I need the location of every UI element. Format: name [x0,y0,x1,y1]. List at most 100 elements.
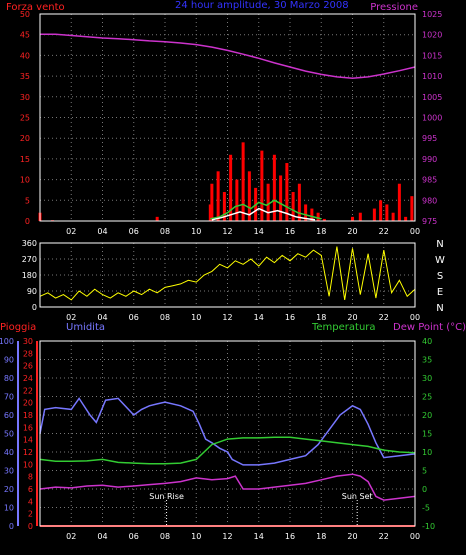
direction-x-tick: 22 [379,313,389,322]
direction-frame [39,242,416,308]
temperature-y-tick: -10 [422,522,435,531]
pressure-y-tick: 990 [422,155,437,164]
wind-bar [391,212,395,221]
rain-y-tick: 10 [23,460,33,469]
climate-x-tick: 02 [66,532,76,541]
pressure-y-tick: 980 [422,196,437,205]
temperature-y-tick: 20 [422,411,432,420]
pressure-axis-title: Pressione [370,2,418,13]
wind-bar [241,142,245,221]
wind-bar [235,179,239,221]
wind-axis-title: Forza vento [6,2,65,13]
wind-pressure-x-tick: 00 [410,227,420,236]
climate-x-tick: 12 [222,532,232,541]
wind-bar [385,204,389,221]
pressure-y-tick: 1005 [422,93,442,102]
compass-label: E [437,287,443,298]
direction-y-tick: 90 [27,287,37,296]
rain-y-tick: 26 [23,362,33,371]
pressure-y-tick: 1015 [422,51,442,60]
wind-bar [216,171,220,221]
rain-axis-title: Pioggia [0,322,36,333]
wind-pressure-x-tick: 20 [347,227,357,236]
climate-series-2 [39,473,416,501]
humidity-y-tick: 70 [4,393,14,402]
wind-y-tick: 40 [20,51,30,60]
direction-x-tick: 10 [191,313,201,322]
wind-y-tick: 35 [20,72,30,81]
wind-pressure-x-tick: 10 [191,227,201,236]
pressure-y-tick: 1020 [422,31,442,40]
climate-x-tick: 06 [129,532,139,541]
wind-bar [372,208,376,221]
direction-x-tick: 08 [160,313,170,322]
wind-bar [397,183,401,221]
wind-bar [285,163,289,221]
temperature-y-tick: 0 [422,485,427,494]
wind-pressure-x-tick: 04 [97,227,107,236]
wind-pressure-x-tick: 12 [222,227,232,236]
wind-bar [247,171,251,221]
wind-bar [291,192,295,221]
direction-x-tick: 12 [222,313,232,322]
pressure-y-tick: 1025 [422,10,442,19]
temperature-y-tick: 35 [422,356,432,365]
wind-y-tick: 5 [25,196,30,205]
wind-pressure-x-tick: 18 [316,227,326,236]
humidity-y-tick: 10 [4,504,14,513]
wind-pressure-x-tick: 22 [379,227,389,236]
wind-bar [322,218,326,221]
rain-y-tick: 8 [28,473,33,482]
rain-y-tick: 6 [28,485,33,494]
wind-bar [410,196,414,221]
humidity-y-tick: 20 [4,485,14,494]
wind-bar [297,183,301,221]
pressure-y-tick: 985 [422,176,437,185]
wind-y-tick: 45 [20,31,30,40]
wind-pressure-series-0 [40,33,416,79]
humidity-y-tick: 50 [4,430,14,439]
humidity-y-tick: 40 [4,448,14,457]
compass-label: N [436,239,443,250]
wind-pressure-series-3 [211,207,316,221]
temperature-y-tick: 10 [422,448,432,457]
temperature-y-tick: 40 [422,337,432,346]
direction-y-tick: 0 [32,303,37,312]
compass-label: S [437,271,443,282]
wind-bar [316,212,320,221]
rain-y-tick: 20 [23,399,33,408]
direction-x-tick: 14 [254,313,264,322]
humidity-y-tick: 0 [9,522,14,531]
wind-pressure-frame [39,13,416,222]
chart-title: 24 hour amplitude, 30 Marzo 2008 [175,0,349,11]
wind-bar [222,192,226,221]
rain-y-tick: 18 [23,411,33,420]
compass-label: W [435,255,445,266]
direction-x-tick: 18 [316,313,326,322]
wind-bar [208,204,212,221]
climate-x-tick: 04 [97,532,107,541]
direction-y-tick: 180 [22,271,37,280]
wind-bar [310,208,314,221]
rain-y-tick: 14 [23,436,33,445]
compass-label: N [436,303,443,314]
wind-bar [379,200,383,221]
wind-bar [272,154,276,221]
humidity-y-tick: 60 [4,411,14,420]
climate-series-0 [39,397,416,466]
direction-x-tick: 00 [410,313,420,322]
climate-x-tick: 00 [410,532,420,541]
rain-y-tick: 4 [28,497,33,506]
climate-series-1 [39,436,416,465]
rain-y-tick: 30 [23,337,33,346]
pressure-y-tick: 1010 [422,72,442,81]
rain-y-tick: 22 [23,386,33,395]
rain-y-tick: 0 [28,522,33,531]
direction-series-0 [39,246,416,301]
temperature-y-tick: 25 [422,393,432,402]
direction-x-tick: 02 [66,313,76,322]
humidity-y-tick: 90 [4,356,14,365]
temperature-y-tick: 15 [422,430,432,439]
rain-y-tick: 2 [28,510,33,519]
wind-pressure-x-tick: 08 [160,227,170,236]
